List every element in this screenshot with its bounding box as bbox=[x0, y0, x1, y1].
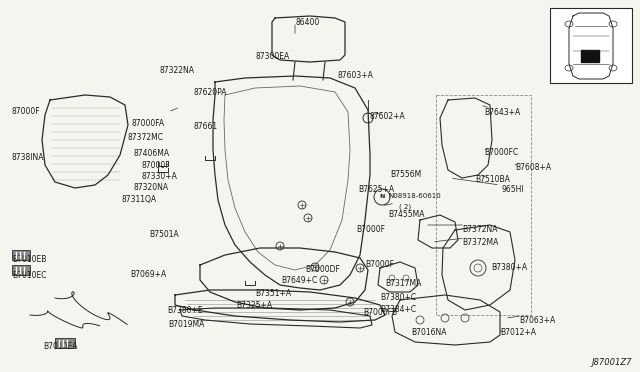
Text: 87372MC: 87372MC bbox=[128, 133, 164, 142]
Text: B7000FB: B7000FB bbox=[363, 308, 397, 317]
Text: J87001Z7: J87001Z7 bbox=[591, 358, 632, 367]
Text: B7372NA: B7372NA bbox=[462, 225, 497, 234]
Text: B7012+A: B7012+A bbox=[500, 328, 536, 337]
Text: 87620PA: 87620PA bbox=[193, 88, 227, 97]
Text: 87330+A: 87330+A bbox=[141, 172, 177, 181]
Text: B7010EB: B7010EB bbox=[12, 255, 46, 264]
Text: 87320NA: 87320NA bbox=[133, 183, 168, 192]
Text: 87322NA: 87322NA bbox=[160, 66, 195, 75]
Text: B7643+A: B7643+A bbox=[484, 108, 520, 117]
Text: B7351+A: B7351+A bbox=[255, 289, 291, 298]
Text: 87000FA: 87000FA bbox=[131, 119, 164, 128]
Text: B7019MA: B7019MA bbox=[168, 320, 204, 329]
Text: B7063+A: B7063+A bbox=[519, 316, 556, 325]
Text: N08918-60610: N08918-60610 bbox=[388, 193, 441, 199]
Text: B7625+A: B7625+A bbox=[358, 185, 394, 194]
Text: ( 2): ( 2) bbox=[399, 203, 411, 209]
Text: 87602+A: 87602+A bbox=[370, 112, 406, 121]
Text: B7380+C: B7380+C bbox=[380, 293, 416, 302]
Text: 87311QA: 87311QA bbox=[121, 195, 156, 204]
Text: 87000F: 87000F bbox=[141, 161, 170, 170]
Text: 86400: 86400 bbox=[295, 18, 319, 27]
Text: B7325+A: B7325+A bbox=[236, 301, 272, 310]
Text: B7510BA: B7510BA bbox=[475, 175, 510, 184]
Text: B7608+A: B7608+A bbox=[515, 163, 551, 172]
Bar bbox=[550, 8, 632, 83]
Text: B7317MA: B7317MA bbox=[385, 279, 421, 288]
Text: B7384+C: B7384+C bbox=[380, 305, 416, 314]
Text: B7016NA: B7016NA bbox=[411, 328, 447, 337]
Text: B7380+E: B7380+E bbox=[167, 306, 203, 315]
Text: 87000F: 87000F bbox=[12, 107, 40, 116]
Text: 87603+A: 87603+A bbox=[338, 71, 374, 80]
Text: B7372MA: B7372MA bbox=[462, 238, 499, 247]
Bar bbox=[436, 95, 531, 315]
Text: 87661: 87661 bbox=[193, 122, 217, 131]
Text: N: N bbox=[380, 195, 385, 199]
Text: B7649+C: B7649+C bbox=[281, 276, 317, 285]
Text: B7000FC: B7000FC bbox=[484, 148, 518, 157]
Bar bbox=[12, 250, 30, 260]
Text: B7000F: B7000F bbox=[365, 260, 394, 269]
Text: B7000DF: B7000DF bbox=[305, 265, 340, 274]
Text: B7380+A: B7380+A bbox=[491, 263, 527, 272]
Bar bbox=[581, 50, 599, 62]
Text: B7556M: B7556M bbox=[390, 170, 421, 179]
Text: B7069+A: B7069+A bbox=[130, 270, 166, 279]
Bar bbox=[55, 338, 75, 348]
Text: B7455MA: B7455MA bbox=[388, 210, 424, 219]
Bar bbox=[12, 265, 30, 275]
Text: B7010EC: B7010EC bbox=[12, 271, 47, 280]
Text: B7000F: B7000F bbox=[356, 225, 385, 234]
Text: B7010EA: B7010EA bbox=[43, 342, 77, 351]
Text: 87300EA: 87300EA bbox=[255, 52, 289, 61]
Text: 965HI: 965HI bbox=[501, 185, 524, 194]
Text: 8738INA: 8738INA bbox=[12, 153, 45, 162]
Text: 87406MA: 87406MA bbox=[133, 149, 169, 158]
Text: B7501A: B7501A bbox=[149, 230, 179, 239]
